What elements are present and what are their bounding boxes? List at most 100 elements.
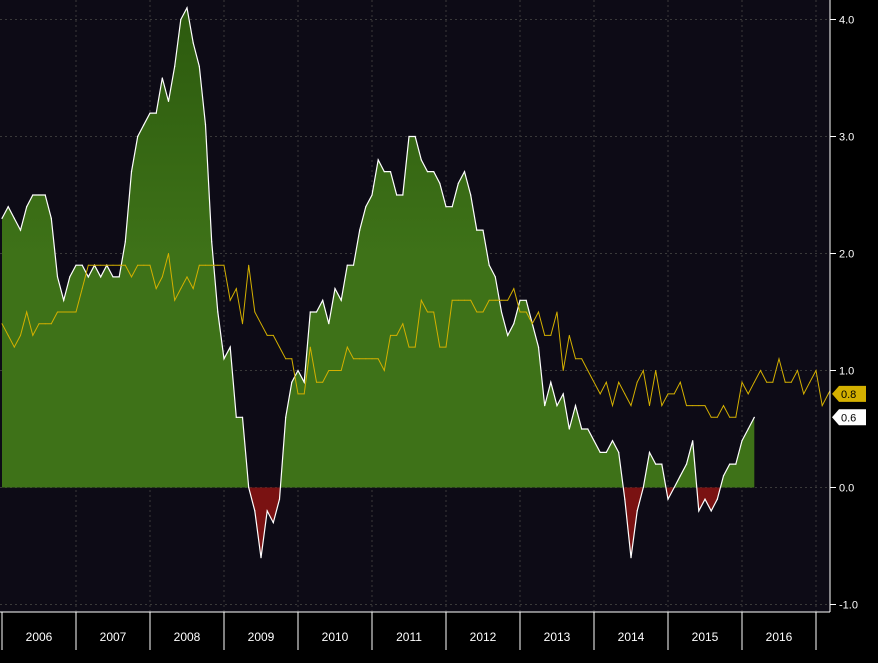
line-point <box>710 416 712 418</box>
area-point <box>420 159 422 161</box>
area-point <box>562 393 564 395</box>
area-point <box>38 194 40 196</box>
line-point <box>445 346 447 348</box>
area-point <box>118 276 120 278</box>
area-point <box>408 135 410 138</box>
line-point <box>507 299 509 301</box>
line-point <box>470 299 472 301</box>
area-point <box>235 416 237 418</box>
line-point <box>679 381 681 383</box>
area-point <box>679 475 681 477</box>
line-point <box>334 370 336 371</box>
area-point <box>13 217 15 219</box>
line-point <box>747 393 749 395</box>
line-point <box>303 393 305 395</box>
line-point <box>692 405 694 407</box>
area-point <box>513 323 515 325</box>
area-point <box>624 498 626 500</box>
line-point <box>729 416 731 418</box>
line-point <box>661 405 663 407</box>
area-point <box>729 463 731 465</box>
line-point <box>100 264 102 266</box>
y-tick-label: 1.0 <box>839 366 854 378</box>
line-point <box>309 346 311 348</box>
line-point <box>778 358 780 360</box>
line-point <box>168 253 169 254</box>
area-point <box>359 229 361 231</box>
area-point <box>346 264 348 266</box>
line-point <box>698 405 700 407</box>
area-point <box>1 217 3 219</box>
line-point <box>20 334 21 336</box>
area-point <box>198 65 200 67</box>
area-point <box>519 299 521 301</box>
area-point <box>69 276 71 278</box>
line-point <box>272 334 274 336</box>
area-point <box>241 416 244 418</box>
area-point <box>704 498 706 500</box>
area-point <box>137 135 139 138</box>
line-point <box>371 358 373 360</box>
line-point <box>624 393 626 395</box>
y-tick-label: 2.0 <box>839 249 854 261</box>
y-tick-label: -1.0 <box>839 600 858 612</box>
area-point <box>248 486 250 489</box>
line-point <box>846 382 847 383</box>
y-axis: 4.0 3.0 2.0 1.0 0.0 -1.0 <box>829 0 858 612</box>
line-point <box>174 299 176 301</box>
line-point <box>180 288 182 290</box>
line-point <box>402 323 404 325</box>
x-year-label: 2013 <box>544 630 571 644</box>
line-point <box>821 405 823 407</box>
area-point <box>19 229 22 231</box>
area-point <box>722 475 725 477</box>
area-point <box>655 463 657 465</box>
area-point <box>488 264 490 266</box>
area-point <box>112 276 114 278</box>
line-point <box>815 370 817 371</box>
line-point <box>538 311 539 313</box>
line-point <box>636 381 638 383</box>
tag-shape <box>832 409 866 426</box>
last-value-tags: 0.8 0.6 <box>832 385 866 426</box>
area-point <box>315 311 318 313</box>
tag-label: 0.6 <box>841 412 856 424</box>
line-point <box>649 405 650 407</box>
line-point <box>618 381 620 383</box>
area-point <box>581 428 583 430</box>
area-point <box>340 299 342 301</box>
line-point <box>192 288 194 290</box>
area-point <box>525 299 527 301</box>
line-point <box>94 264 95 266</box>
line-point <box>260 323 262 325</box>
area-point <box>229 346 231 348</box>
area-point <box>716 498 718 500</box>
line-point <box>587 370 589 371</box>
line-series <box>1 253 847 418</box>
line-point <box>501 299 502 301</box>
area-point <box>223 358 225 360</box>
line-point <box>137 264 139 266</box>
area-point <box>217 311 219 313</box>
line-point <box>254 311 256 313</box>
line-point <box>365 358 367 360</box>
x-axis: 2006 2007 2008 2009 2010 2011 2012 2013 2014 2015… <box>0 611 830 650</box>
line-point <box>556 311 558 313</box>
x-year-label: 2010 <box>322 630 349 644</box>
area-point <box>389 171 392 173</box>
area-point <box>402 194 404 196</box>
line-point <box>340 370 342 371</box>
line-point <box>155 288 157 290</box>
area-point <box>167 100 170 102</box>
area-point <box>537 346 540 348</box>
x-year-label: 2014 <box>618 630 645 644</box>
area-point <box>143 124 145 126</box>
line-point <box>248 264 250 266</box>
area-point <box>568 428 570 430</box>
area-point <box>266 510 268 512</box>
area-point <box>192 42 194 44</box>
area-point <box>291 381 293 383</box>
line-point <box>482 311 484 313</box>
